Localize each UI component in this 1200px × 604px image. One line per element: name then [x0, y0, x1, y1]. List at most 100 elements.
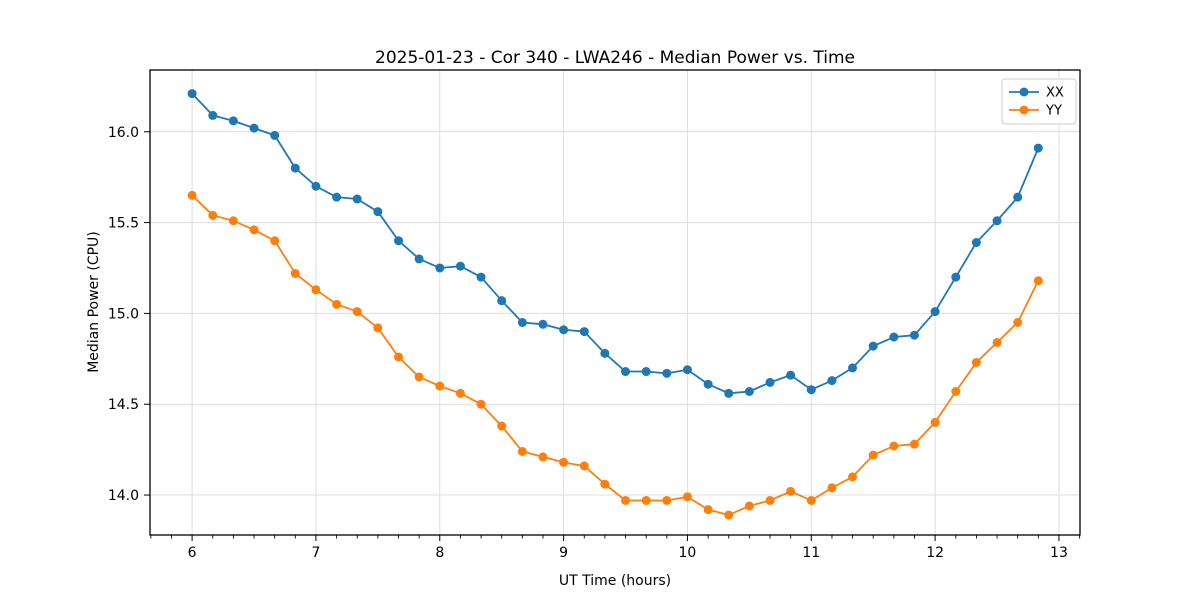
data-point-xx [208, 110, 218, 120]
data-point-yy [806, 495, 816, 505]
data-point-yy [868, 450, 878, 460]
data-point-xx [373, 207, 383, 217]
y-tick-label: 14.0 [108, 488, 139, 504]
series-line-yy [191, 194, 1040, 516]
y-tick-label: 15.0 [108, 306, 139, 322]
data-point-xx [827, 376, 837, 386]
x-tick-label: 8 [435, 545, 444, 561]
data-point-xx [868, 341, 878, 351]
data-series [187, 89, 1043, 520]
data-point-yy [786, 486, 796, 496]
data-point-xx [352, 194, 362, 204]
y-tick-label: 14.5 [108, 397, 139, 413]
data-point-xx [744, 387, 754, 397]
series-line-xx [191, 92, 1040, 395]
data-point-yy [951, 387, 961, 397]
data-point-yy [827, 483, 837, 493]
data-point-yy [1033, 276, 1043, 286]
data-point-xx [559, 325, 569, 335]
data-point-xx [600, 348, 610, 358]
data-point-yy [971, 357, 981, 367]
data-point-yy [621, 495, 631, 505]
legend-box [1001, 78, 1077, 125]
data-point-xx [1013, 192, 1023, 202]
data-point-yy [909, 439, 919, 449]
data-point-yy [600, 479, 610, 489]
data-point-xx [682, 365, 692, 375]
data-point-yy [352, 307, 362, 317]
data-point-xx [270, 130, 280, 140]
data-point-yy [228, 216, 238, 226]
data-point-yy [249, 225, 259, 235]
data-point-yy [703, 505, 713, 515]
legend-sample-marker [1019, 87, 1029, 97]
data-point-xx [435, 263, 445, 273]
data-point-yy [765, 495, 775, 505]
data-point-xx [538, 319, 548, 329]
data-point-xx [249, 123, 259, 133]
data-point-yy [208, 210, 218, 220]
data-point-xx [641, 367, 651, 377]
data-point-xx [662, 368, 672, 378]
data-point-xx [290, 163, 300, 173]
legend-sample-marker [1019, 105, 1029, 115]
data-point-yy [724, 510, 734, 520]
x-tick-label: 13 [1050, 545, 1068, 561]
data-point-xx [889, 332, 899, 342]
data-point-yy [1013, 317, 1023, 327]
data-point-xx [971, 238, 981, 248]
grid-lines [150, 70, 1080, 535]
y-tick-label: 15.5 [108, 216, 139, 232]
x-tick-label: 12 [926, 545, 944, 561]
data-point-yy [744, 501, 754, 511]
data-point-xx [765, 377, 775, 387]
data-point-xx [394, 236, 404, 246]
data-point-yy [414, 372, 424, 382]
y-tick-label: 16.0 [108, 125, 139, 141]
data-point-xx [476, 272, 486, 282]
data-point-xx [414, 254, 424, 264]
data-point-xx [806, 385, 816, 395]
x-tick-label: 7 [311, 545, 320, 561]
data-point-yy [270, 236, 280, 246]
data-point-yy [290, 268, 300, 278]
data-point-xx [1033, 143, 1043, 153]
x-tick-label: 10 [679, 545, 697, 561]
data-point-yy [332, 299, 342, 309]
legend-entry-label: YY [1045, 104, 1062, 119]
data-point-xx [311, 181, 321, 191]
axis-ticks: 6 7 8 9 10 11 12 13 14.0 14.5 15.0 15.5 16.0 [108, 125, 1081, 561]
data-point-xx [786, 370, 796, 380]
x-axis-label: UT Time (hours) [559, 573, 671, 589]
data-point-xx [992, 216, 1002, 226]
data-point-xx [703, 379, 713, 389]
data-point-xx [228, 116, 238, 126]
data-point-yy [187, 190, 197, 200]
axes-spines [149, 69, 1081, 536]
data-point-yy [497, 421, 507, 431]
data-point-yy [992, 337, 1002, 347]
x-tick-label: 6 [188, 545, 197, 561]
data-point-yy [579, 461, 589, 471]
data-point-xx [187, 89, 197, 99]
data-point-yy [373, 323, 383, 333]
data-point-yy [662, 495, 672, 505]
data-point-yy [889, 441, 899, 451]
data-point-xx [517, 317, 527, 327]
data-point-xx [579, 327, 589, 337]
data-point-yy [394, 352, 404, 362]
data-point-yy [455, 388, 465, 398]
data-point-yy [641, 495, 651, 505]
data-point-xx [848, 363, 858, 373]
data-point-yy [682, 492, 692, 502]
data-point-xx [497, 296, 507, 306]
legend-entry-label: XX [1046, 86, 1064, 101]
data-point-xx [332, 192, 342, 202]
y-axis-label: Median Power (CPU) [86, 231, 102, 373]
data-point-yy [848, 472, 858, 482]
data-point-xx [621, 367, 631, 377]
x-tick-label: 9 [559, 545, 568, 561]
data-point-yy [517, 446, 527, 456]
plot-border [149, 69, 1081, 536]
